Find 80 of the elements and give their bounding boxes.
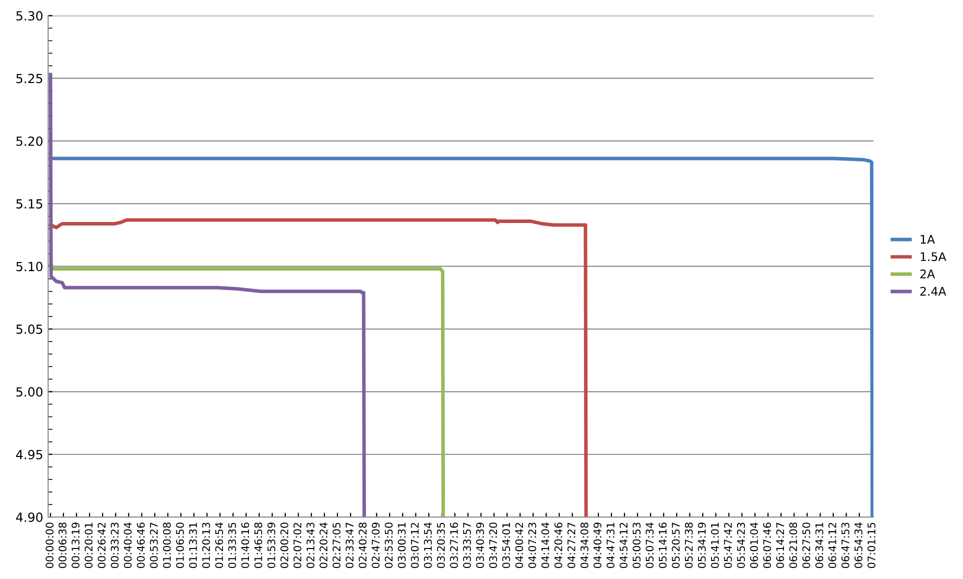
- x-tick-label: 02:00:20: [280, 522, 288, 568]
- x-tick-label: 06:07:46: [763, 522, 772, 568]
- y-tick-label: 5.30: [16, 11, 42, 21]
- x-tick-label: 03:07:12: [410, 522, 419, 568]
- x-tick-label: 06:27:50: [802, 522, 810, 568]
- x-tick-label: 07:01:15: [868, 522, 876, 568]
- x-tick-label: 00:53:27: [150, 522, 158, 568]
- x-tick-label: 00:20:01: [84, 522, 93, 568]
- x-tick-label: 00:26:42: [98, 522, 106, 568]
- x-tick-label: 03:40:39: [476, 522, 484, 568]
- x-tick-label: 06:01:04: [750, 522, 758, 568]
- x-tick-label: 04:34:08: [580, 522, 588, 568]
- x-tick-label: 01:40:16: [241, 522, 250, 568]
- x-tick-label: 03:54:01: [502, 522, 510, 568]
- x-tick-label: 04:07:23: [528, 522, 536, 568]
- x-tick-label: 03:20:35: [436, 522, 445, 568]
- x-tick-label: 02:47:09: [372, 522, 380, 568]
- x-tick-label: 06:54:34: [854, 522, 862, 568]
- x-tick-label: 02:20:24: [320, 522, 328, 568]
- x-tick-label: 04:20:46: [554, 522, 562, 568]
- x-tick-label: 02:07:02: [293, 522, 302, 568]
- x-tick-label: 01:33:35: [228, 522, 236, 568]
- x-tick-label: 01:26:54: [215, 522, 224, 568]
- x-tick-label: 05:00:53: [632, 522, 641, 568]
- x-tick-label: 03:00:31: [398, 522, 406, 568]
- legend-label: 2A: [920, 270, 935, 278]
- x-tick-label: 05:41:01: [710, 522, 719, 568]
- y-tick-label: 4.95: [16, 450, 42, 460]
- x-tick-label: 00:00:00: [46, 522, 54, 568]
- x-tick-label: 01:13:31: [189, 522, 197, 568]
- x-tick-label: 04:40:49: [594, 522, 602, 568]
- x-tick-label: 04:14:04: [541, 522, 550, 568]
- x-tick-label: 05:07:34: [646, 522, 654, 568]
- x-tick-label: 06:41:12: [828, 522, 836, 568]
- x-tick-label: 05:20:57: [672, 522, 680, 568]
- line-series: [48, 218, 588, 518]
- y-tick-label: 5.25: [16, 74, 42, 84]
- line-series: [48, 263, 445, 518]
- x-tick-label: 05:47:42: [724, 522, 732, 568]
- legend-label: 2.4A: [920, 286, 946, 296]
- x-tick-label: 02:13:43: [306, 522, 314, 568]
- legend-label: 1.5A: [920, 252, 946, 262]
- line-series: [48, 72, 366, 518]
- x-tick-label: 04:47:31: [606, 522, 614, 568]
- y-tick-label: 5.20: [16, 136, 42, 146]
- x-tick-label: 02:53:50: [384, 522, 393, 568]
- x-tick-label: 06:14:27: [776, 522, 784, 568]
- x-tick-label: 06:47:53: [841, 522, 850, 568]
- x-tick-label: 03:47:20: [489, 522, 498, 568]
- x-tick-label: 02:27:05: [332, 522, 340, 568]
- x-tick-label: 00:13:19: [72, 522, 80, 568]
- x-tick-label: 02:40:28: [358, 522, 367, 568]
- x-tick-label: 03:33:57: [463, 522, 471, 568]
- y-tick-label: 5.00: [16, 387, 42, 397]
- y-tick-label: 5.10: [16, 262, 42, 272]
- x-tick-label: 01:00:08: [162, 522, 171, 568]
- legend-label: 1A: [920, 235, 935, 244]
- x-tick-label: 05:27:38: [684, 522, 693, 568]
- x-tick-label: 03:27:16: [450, 522, 458, 568]
- x-tick-label: 00:33:23: [110, 522, 119, 568]
- x-tick-label: 03:13:54: [424, 522, 432, 568]
- x-tick-label: 04:54:12: [620, 522, 628, 568]
- x-tick-label: 05:14:16: [658, 522, 667, 568]
- x-tick-label: 06:21:08: [789, 522, 798, 568]
- x-tick-label: 01:46:58: [254, 522, 262, 568]
- x-tick-label: 00:46:46: [136, 522, 145, 568]
- x-tick-label: 00:40:04: [124, 522, 132, 568]
- x-tick-label: 06:34:31: [815, 522, 824, 568]
- x-tick-label: 00:06:38: [58, 522, 66, 568]
- x-tick-label: 05:54:23: [737, 522, 745, 568]
- x-tick-label: 04:27:27: [567, 522, 576, 568]
- x-tick-label: 04:00:42: [515, 522, 524, 568]
- x-tick-label: 01:53:39: [267, 522, 276, 568]
- x-tick-label: 01:20:13: [202, 522, 210, 568]
- x-tick-label: 02:33:47: [346, 522, 354, 568]
- x-tick-label: 05:34:19: [698, 522, 706, 568]
- y-tick-label: 5.05: [16, 324, 42, 334]
- y-tick-label: 4.90: [16, 512, 42, 522]
- x-tick-label: 01:06:50: [176, 522, 184, 568]
- y-tick-label: 5.15: [16, 199, 42, 209]
